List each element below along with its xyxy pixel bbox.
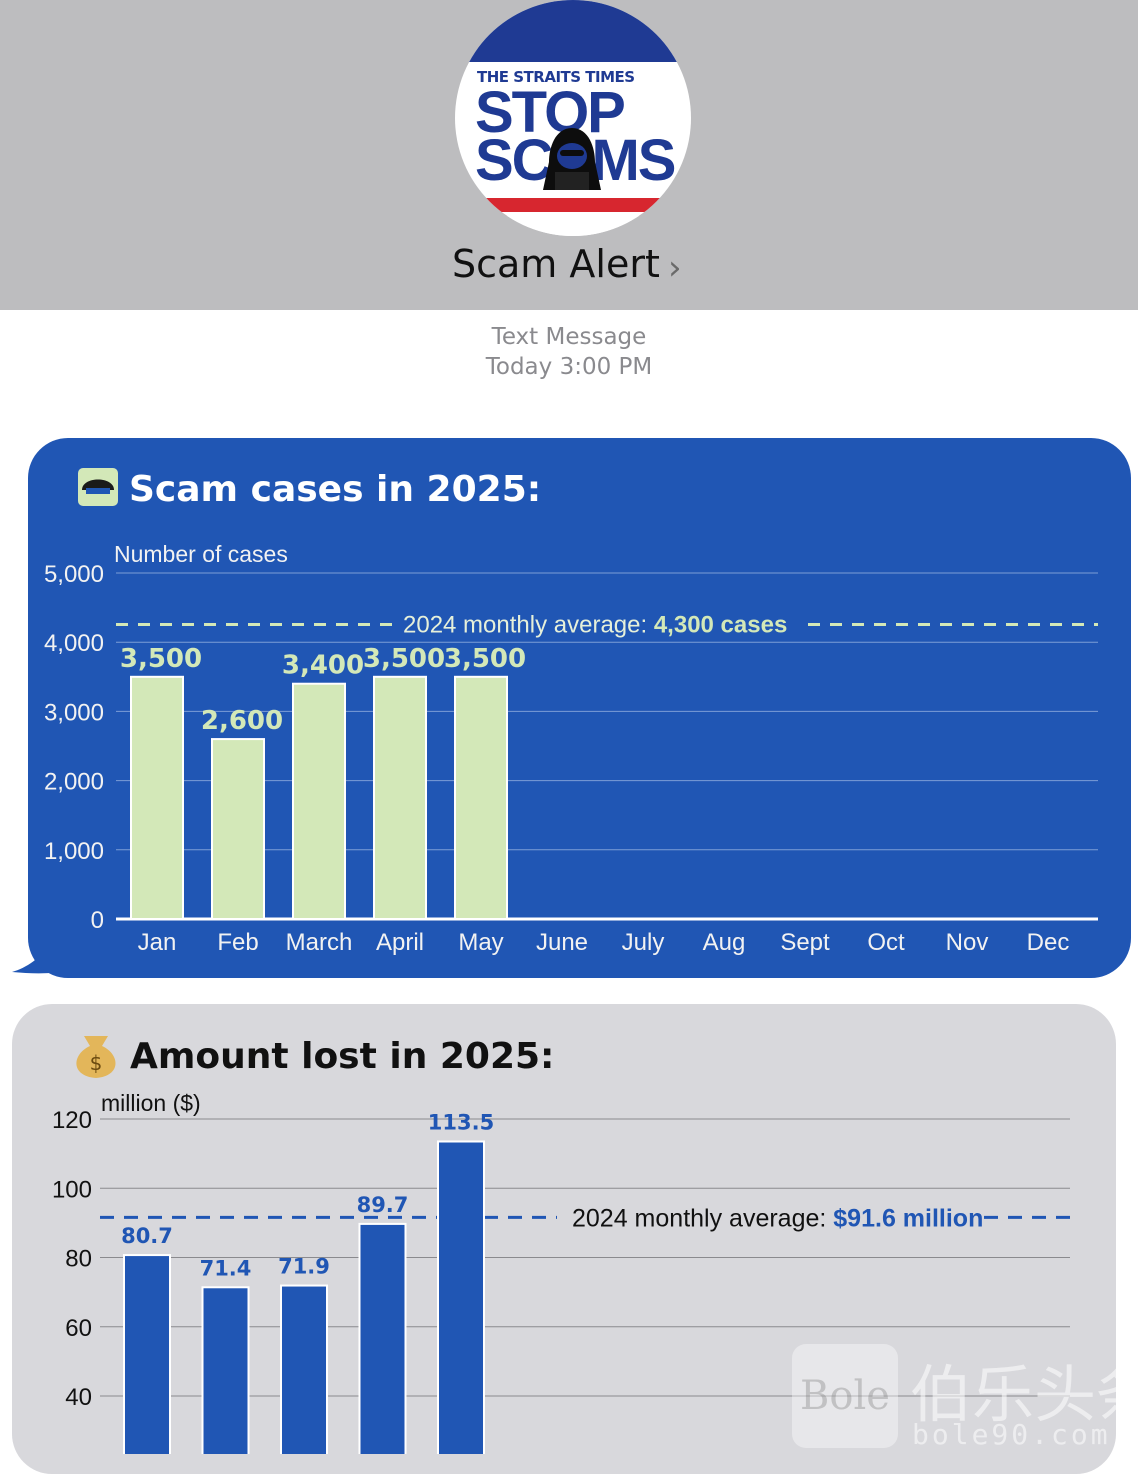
y-tick-label: 120 [52, 1107, 92, 1134]
y-tick-label: 4,000 [44, 630, 104, 657]
message-bubble-scam-cases[interactable]: Scam cases in 2025: Number of cases 0 1,000… [28, 438, 1131, 978]
x-tick-label: Oct [867, 929, 905, 956]
bar-value-label: 71.4 [200, 1256, 252, 1280]
y-tick-label: 1,000 [44, 838, 104, 865]
x-tick-label: Aug [703, 929, 746, 956]
bar-value-label: 3,500 [444, 644, 526, 674]
x-tick-label: Jan [138, 929, 177, 956]
x-tick-label: Feb [217, 929, 258, 956]
money-bag-icon: $ [76, 1036, 116, 1078]
x-tick-label: Nov [946, 929, 989, 956]
y-tick-label: 40 [65, 1384, 92, 1411]
x-tick-label: April [376, 929, 424, 956]
watermark-brand-text: 伯乐头条 [910, 1358, 1138, 1431]
bar-value-label: 3,400 [282, 651, 364, 681]
watermark-logo-box: Bole [792, 1344, 898, 1448]
message-bubble-amount-lost[interactable]: $ Amount lost in 2025: million ($) 40 60 80 10… [12, 1004, 1116, 1474]
y-tick-label: 0 [91, 907, 104, 934]
x-tick-label: Dec [1027, 929, 1070, 956]
hooded-hacker-icon [543, 128, 601, 190]
bar-value-label: 2,600 [201, 706, 283, 736]
logo-publication-text: THE STRAITS TIMES [477, 68, 635, 86]
bar-value-label: 3,500 [120, 644, 202, 674]
bar [201, 1286, 250, 1454]
chart-title: Scam cases in 2025: [129, 469, 541, 510]
reference-label-value: 4,300 cases [654, 611, 787, 638]
bar [373, 675, 427, 920]
logo-red-band [455, 198, 691, 216]
svg-text:$: $ [90, 1051, 103, 1075]
bar [280, 1284, 328, 1454]
y-tick-label: 2,000 [44, 769, 104, 796]
x-tick-label: May [458, 929, 503, 956]
bar [130, 675, 184, 920]
reference-label-prefix: 2024 monthly average: [572, 1204, 833, 1232]
logo-blue-band [455, 0, 691, 62]
x-tick-label: March [286, 929, 353, 956]
y-tick-label: 100 [52, 1176, 92, 1203]
contact-name[interactable]: Scam Alert [452, 242, 660, 286]
scam-cases-chart: Scam cases in 2025: Number of cases 0 1,000… [44, 468, 1098, 956]
x-tick-label: June [536, 929, 588, 956]
logo-white-band [455, 212, 691, 236]
contact-avatar-logo[interactable]: THE STRAITS TIMES STOP SCAMS [455, 0, 691, 236]
y-tick-label: 3,000 [44, 699, 104, 726]
hacker-icon [78, 468, 118, 506]
bar-value-label: 3,500 [363, 644, 445, 674]
x-tick-label: Sept [780, 929, 830, 956]
watermark: Bole 伯乐头条 bole90.com [792, 1344, 1138, 1454]
reference-label-prefix: 2024 monthly average: [403, 611, 654, 638]
chevron-right-icon[interactable]: › [668, 248, 682, 288]
bar [437, 1140, 485, 1454]
y-axis-label: million ($) [101, 1090, 201, 1116]
bar [292, 682, 346, 920]
y-tick-label: 60 [65, 1315, 92, 1342]
y-tick-label: 5,000 [44, 561, 104, 588]
bar-value-label: 71.9 [278, 1255, 330, 1279]
bar-value-label: 113.5 [428, 1111, 494, 1135]
reference-line-label: 2024 monthly average: $91.6 million [572, 1204, 983, 1232]
conversation-header: THE STRAITS TIMES STOP SCAMS Scam Alert … [0, 0, 1138, 310]
bar-value-label: 80.7 [121, 1224, 173, 1248]
bar [123, 1254, 171, 1454]
watermark-url: bole90.com [912, 1418, 1111, 1451]
bar [454, 675, 508, 920]
amount-lost-chart: $ Amount lost in 2025: million ($) 40 60 80 10… [52, 1036, 1070, 1454]
message-timestamp: Today 3:00 PM [485, 354, 653, 380]
chart-title: Amount lost in 2025: [130, 1036, 554, 1077]
message-type-label: Text Message [491, 324, 647, 350]
bar [358, 1222, 407, 1454]
reference-label-value: $91.6 million [833, 1204, 983, 1232]
y-axis-label: Number of cases [114, 541, 288, 567]
x-tick-label: July [622, 929, 665, 956]
reference-line-label: 2024 monthly average: 4,300 cases [403, 611, 787, 638]
y-tick-label: 80 [65, 1246, 92, 1273]
bar-value-label: 89.7 [357, 1193, 409, 1217]
bar [211, 738, 265, 920]
logo-word-stop: STOP [475, 80, 626, 145]
